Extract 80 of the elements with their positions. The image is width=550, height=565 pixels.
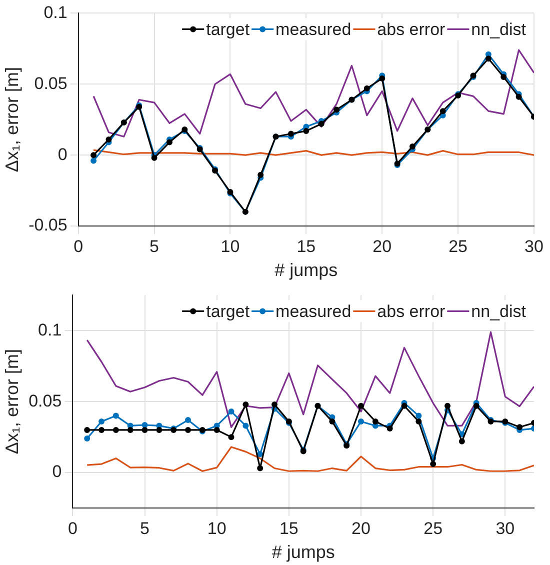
point <box>440 108 446 114</box>
x-tick-label: 10 <box>207 518 226 538</box>
x-tick-label: 15 <box>279 518 298 538</box>
point <box>516 424 523 430</box>
point <box>358 402 364 409</box>
x-tick-label: 25 <box>424 518 443 538</box>
legend-label: abs error <box>377 20 446 39</box>
point <box>228 434 234 440</box>
legend-label: target <box>206 20 250 39</box>
point <box>112 426 119 433</box>
point <box>318 120 324 127</box>
point <box>112 412 119 419</box>
point <box>329 418 336 424</box>
y-tick-label: 0.1 <box>44 2 68 22</box>
point <box>90 158 97 164</box>
point <box>430 461 436 468</box>
point <box>364 85 370 92</box>
y-tick-label: 0.05 <box>28 391 62 410</box>
point <box>151 154 158 161</box>
point <box>257 465 264 472</box>
point <box>416 418 422 424</box>
legend-label: measured <box>276 302 352 321</box>
point <box>98 418 105 424</box>
y-tick-label: 0 <box>52 462 62 482</box>
y-tick-label: 0.05 <box>34 74 68 93</box>
point <box>166 139 172 146</box>
x-tick-label: 20 <box>352 518 370 538</box>
point <box>444 402 451 409</box>
point <box>258 172 264 178</box>
point <box>242 401 249 408</box>
point <box>242 422 249 429</box>
x-tick-label: 25 <box>448 236 468 256</box>
point <box>272 401 278 408</box>
point <box>185 426 192 433</box>
x-tick-label: 5 <box>150 236 160 256</box>
point <box>127 426 134 433</box>
legend-label: target <box>206 302 250 321</box>
point <box>379 75 386 82</box>
point <box>142 426 148 433</box>
point <box>156 426 162 433</box>
point <box>473 402 480 409</box>
y-tick-label: -0.05 <box>28 216 68 235</box>
point <box>303 128 310 134</box>
point <box>228 408 234 415</box>
x-axis-title: # jumps <box>274 260 338 280</box>
legend-label: abs error <box>377 302 446 321</box>
point <box>416 412 422 419</box>
point <box>106 136 112 142</box>
point <box>334 106 340 113</box>
point <box>401 402 408 409</box>
point <box>288 130 294 137</box>
y-axis-title: Δx₁, error [m] <box>2 349 22 454</box>
x-tick-label: 30 <box>496 518 515 538</box>
point <box>84 435 90 442</box>
x-tick-label: 15 <box>296 236 316 256</box>
point <box>409 144 416 150</box>
point <box>516 94 522 100</box>
x-tick-label: 0 <box>74 236 84 256</box>
point <box>386 426 393 432</box>
legend-label: nn_dist <box>471 302 526 321</box>
x-tick-label: 10 <box>220 236 240 256</box>
point <box>458 438 465 444</box>
point <box>98 426 105 433</box>
point <box>84 426 90 433</box>
x-axis-title: # jumps <box>272 542 335 562</box>
legend-label: nn_dist <box>471 20 526 39</box>
point <box>500 74 507 80</box>
y-tick-label: 0 <box>58 144 68 164</box>
point <box>185 417 192 424</box>
point <box>358 418 364 424</box>
x-tick-label: 5 <box>140 518 150 538</box>
point <box>214 426 220 433</box>
point <box>90 152 97 158</box>
y-axis-title: Δx₁, error [m] <box>2 67 22 172</box>
x-tick-label: 20 <box>372 236 392 256</box>
point <box>372 418 378 424</box>
legend-label: measured <box>276 20 352 39</box>
point <box>485 56 492 62</box>
y-tick-label: 0.1 <box>38 320 62 340</box>
x-tick-label: 30 <box>524 236 544 256</box>
